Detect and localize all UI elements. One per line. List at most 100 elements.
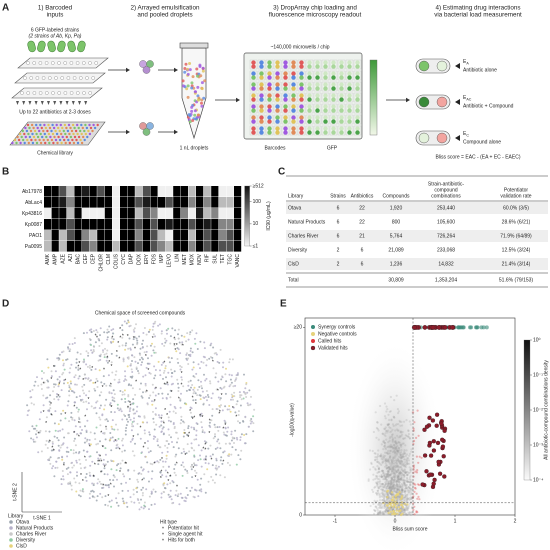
compound-point xyxy=(92,348,95,351)
compound-point xyxy=(53,398,56,401)
combination-point xyxy=(384,502,387,505)
library-well xyxy=(55,123,58,127)
heatmap-cell xyxy=(226,219,234,230)
compound-point xyxy=(86,331,88,334)
compound-point xyxy=(106,473,109,476)
library-well xyxy=(79,138,82,142)
compound-point xyxy=(247,404,250,407)
compound-point xyxy=(75,358,78,361)
hit-marker: * xyxy=(176,461,178,467)
step-title: 3) DropArray chip loading and xyxy=(273,5,357,12)
compound-point xyxy=(113,485,115,488)
compound-point xyxy=(201,387,203,390)
combination-point xyxy=(385,464,388,467)
compound-point xyxy=(139,437,142,440)
compound-point xyxy=(215,464,218,467)
combination-point xyxy=(401,488,404,492)
combination-point xyxy=(418,498,421,501)
heatmap-cell xyxy=(89,186,97,197)
compound-point xyxy=(230,393,233,396)
compound-point xyxy=(68,390,71,393)
combination-point xyxy=(392,486,395,489)
compound-point xyxy=(138,508,141,511)
compound-point xyxy=(152,410,154,413)
control-point xyxy=(395,493,399,496)
compound-point xyxy=(86,408,88,411)
microwell xyxy=(273,92,282,103)
compound-point xyxy=(48,410,51,413)
combination-point xyxy=(380,463,383,466)
legend-label: Potentiator hit xyxy=(168,525,199,531)
compound-point xyxy=(62,359,64,362)
hit-marker: * xyxy=(73,431,75,437)
combination-point xyxy=(386,408,389,411)
heatmap-cell xyxy=(188,186,196,197)
compound-point xyxy=(57,357,60,359)
combination-point xyxy=(407,486,410,489)
combination-point xyxy=(392,493,395,496)
compound-point xyxy=(103,473,106,476)
compound-point xyxy=(142,486,144,489)
compound-point xyxy=(237,454,240,457)
chip-droplet xyxy=(251,115,256,120)
chip-droplet xyxy=(275,97,280,102)
compound-point xyxy=(157,444,160,447)
compound-point xyxy=(239,436,242,439)
hit-marker: * xyxy=(118,356,120,362)
combination-point xyxy=(401,485,404,488)
label: Barcodes xyxy=(264,145,286,151)
combination-point xyxy=(370,462,373,466)
combination-point xyxy=(387,509,390,512)
combination-point xyxy=(398,460,401,463)
compound-point xyxy=(115,501,118,504)
compound-point xyxy=(68,371,71,374)
combination-point xyxy=(377,438,380,441)
compound-point xyxy=(109,385,112,388)
chip-droplet xyxy=(251,104,256,109)
compound-point xyxy=(117,504,120,507)
compound-point xyxy=(79,353,82,355)
compound-point xyxy=(142,332,145,334)
chip-droplet xyxy=(347,108,352,113)
column-label: SUL xyxy=(212,254,218,264)
compound-point xyxy=(112,460,115,463)
compound-point xyxy=(113,476,116,478)
x-tick-label: 0 xyxy=(394,518,397,524)
compound-point xyxy=(124,370,126,373)
validated-point xyxy=(440,444,446,449)
combination-point xyxy=(405,486,408,489)
compound-point xyxy=(110,499,113,502)
combination-point xyxy=(383,500,386,503)
legend-label: Negative controls xyxy=(318,331,357,337)
hit-marker: * xyxy=(192,396,194,402)
compound-point xyxy=(228,453,231,456)
combination-point xyxy=(396,465,399,468)
chip-droplet xyxy=(315,119,320,124)
compound-point xyxy=(53,422,56,425)
compound-point xyxy=(223,476,226,479)
heatmap-cell xyxy=(74,208,82,219)
compound-point xyxy=(200,449,203,452)
microwell xyxy=(281,114,290,125)
combination-point xyxy=(379,506,382,509)
library-well xyxy=(21,129,24,133)
chip-droplet xyxy=(299,86,304,91)
compound-point xyxy=(142,477,145,480)
combination-point xyxy=(400,463,403,466)
compound-point xyxy=(186,494,189,496)
compound-point xyxy=(154,414,157,416)
compound-point xyxy=(192,366,195,369)
compound-point xyxy=(222,361,225,364)
compound-point xyxy=(57,439,60,442)
chip-droplet xyxy=(283,130,288,135)
microwell xyxy=(329,103,338,114)
combination-point xyxy=(410,496,414,499)
combination-point xyxy=(394,464,398,467)
compound-point xyxy=(85,473,88,475)
combination-point xyxy=(401,479,404,482)
combination-point xyxy=(408,498,411,501)
compound-point xyxy=(199,454,201,457)
compound-point xyxy=(121,437,124,440)
combination-point xyxy=(381,483,384,486)
compound-point xyxy=(132,338,135,341)
